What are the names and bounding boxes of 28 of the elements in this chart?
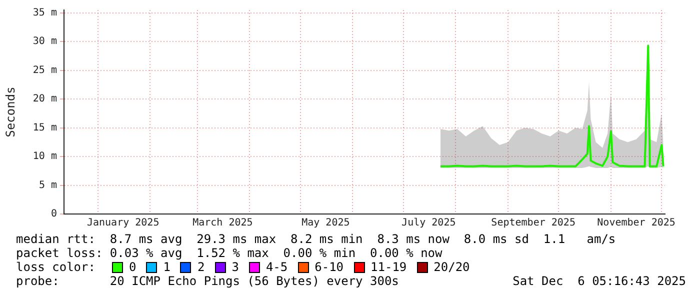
legend-label: 1 <box>163 260 170 274</box>
y-tick-label: 0 <box>50 208 57 220</box>
x-tick-label: March 2025 <box>192 218 253 229</box>
y-axis-title: Seconds <box>3 86 18 138</box>
legend-label: 3 <box>232 260 239 274</box>
y-tick-label: 10 m <box>32 151 57 162</box>
y-tick-label: 30 m <box>32 36 57 48</box>
y-tick-label: 20 m <box>32 94 57 105</box>
legend-label: 0 <box>129 260 136 274</box>
legend-label: 11-19 <box>370 260 407 274</box>
x-tick-label: May 2025 <box>302 218 350 229</box>
text: probe: 20 ICMP Echo Pings (56 Bytes) every 300s <box>16 274 399 288</box>
y-tick-label: 5 m <box>38 180 57 191</box>
y-tick-label: 15 m <box>32 122 57 134</box>
legend-title: loss color: <box>16 260 96 274</box>
legend-label: 4-5 <box>266 260 288 274</box>
text: Sat Dec 6 05:16:43 2025 <box>512 274 686 288</box>
text: median rtt: 8.7 ms avg 29.3 ms max 8.2 ms min 8.3 ms now 8.0 ms sd 1.1 am/s <box>16 232 617 246</box>
x-tick-label: September 2025 <box>491 218 576 229</box>
legend-label: 2 <box>197 260 205 274</box>
x-tick-label: July 2025 <box>402 218 456 229</box>
y-tick-label: 25 m <box>32 64 57 76</box>
text: packet loss: 0.03 % avg 1.52 % max 0.00 % min 0.00 % now <box>16 246 444 260</box>
legend-label: 20/20 <box>434 260 470 274</box>
x-tick-label: January 2025 <box>86 218 160 229</box>
legend-label: 6-10 <box>314 260 344 274</box>
x-tick-label: November 2025 <box>597 218 676 229</box>
y-tick-label: 35 m <box>32 7 57 18</box>
